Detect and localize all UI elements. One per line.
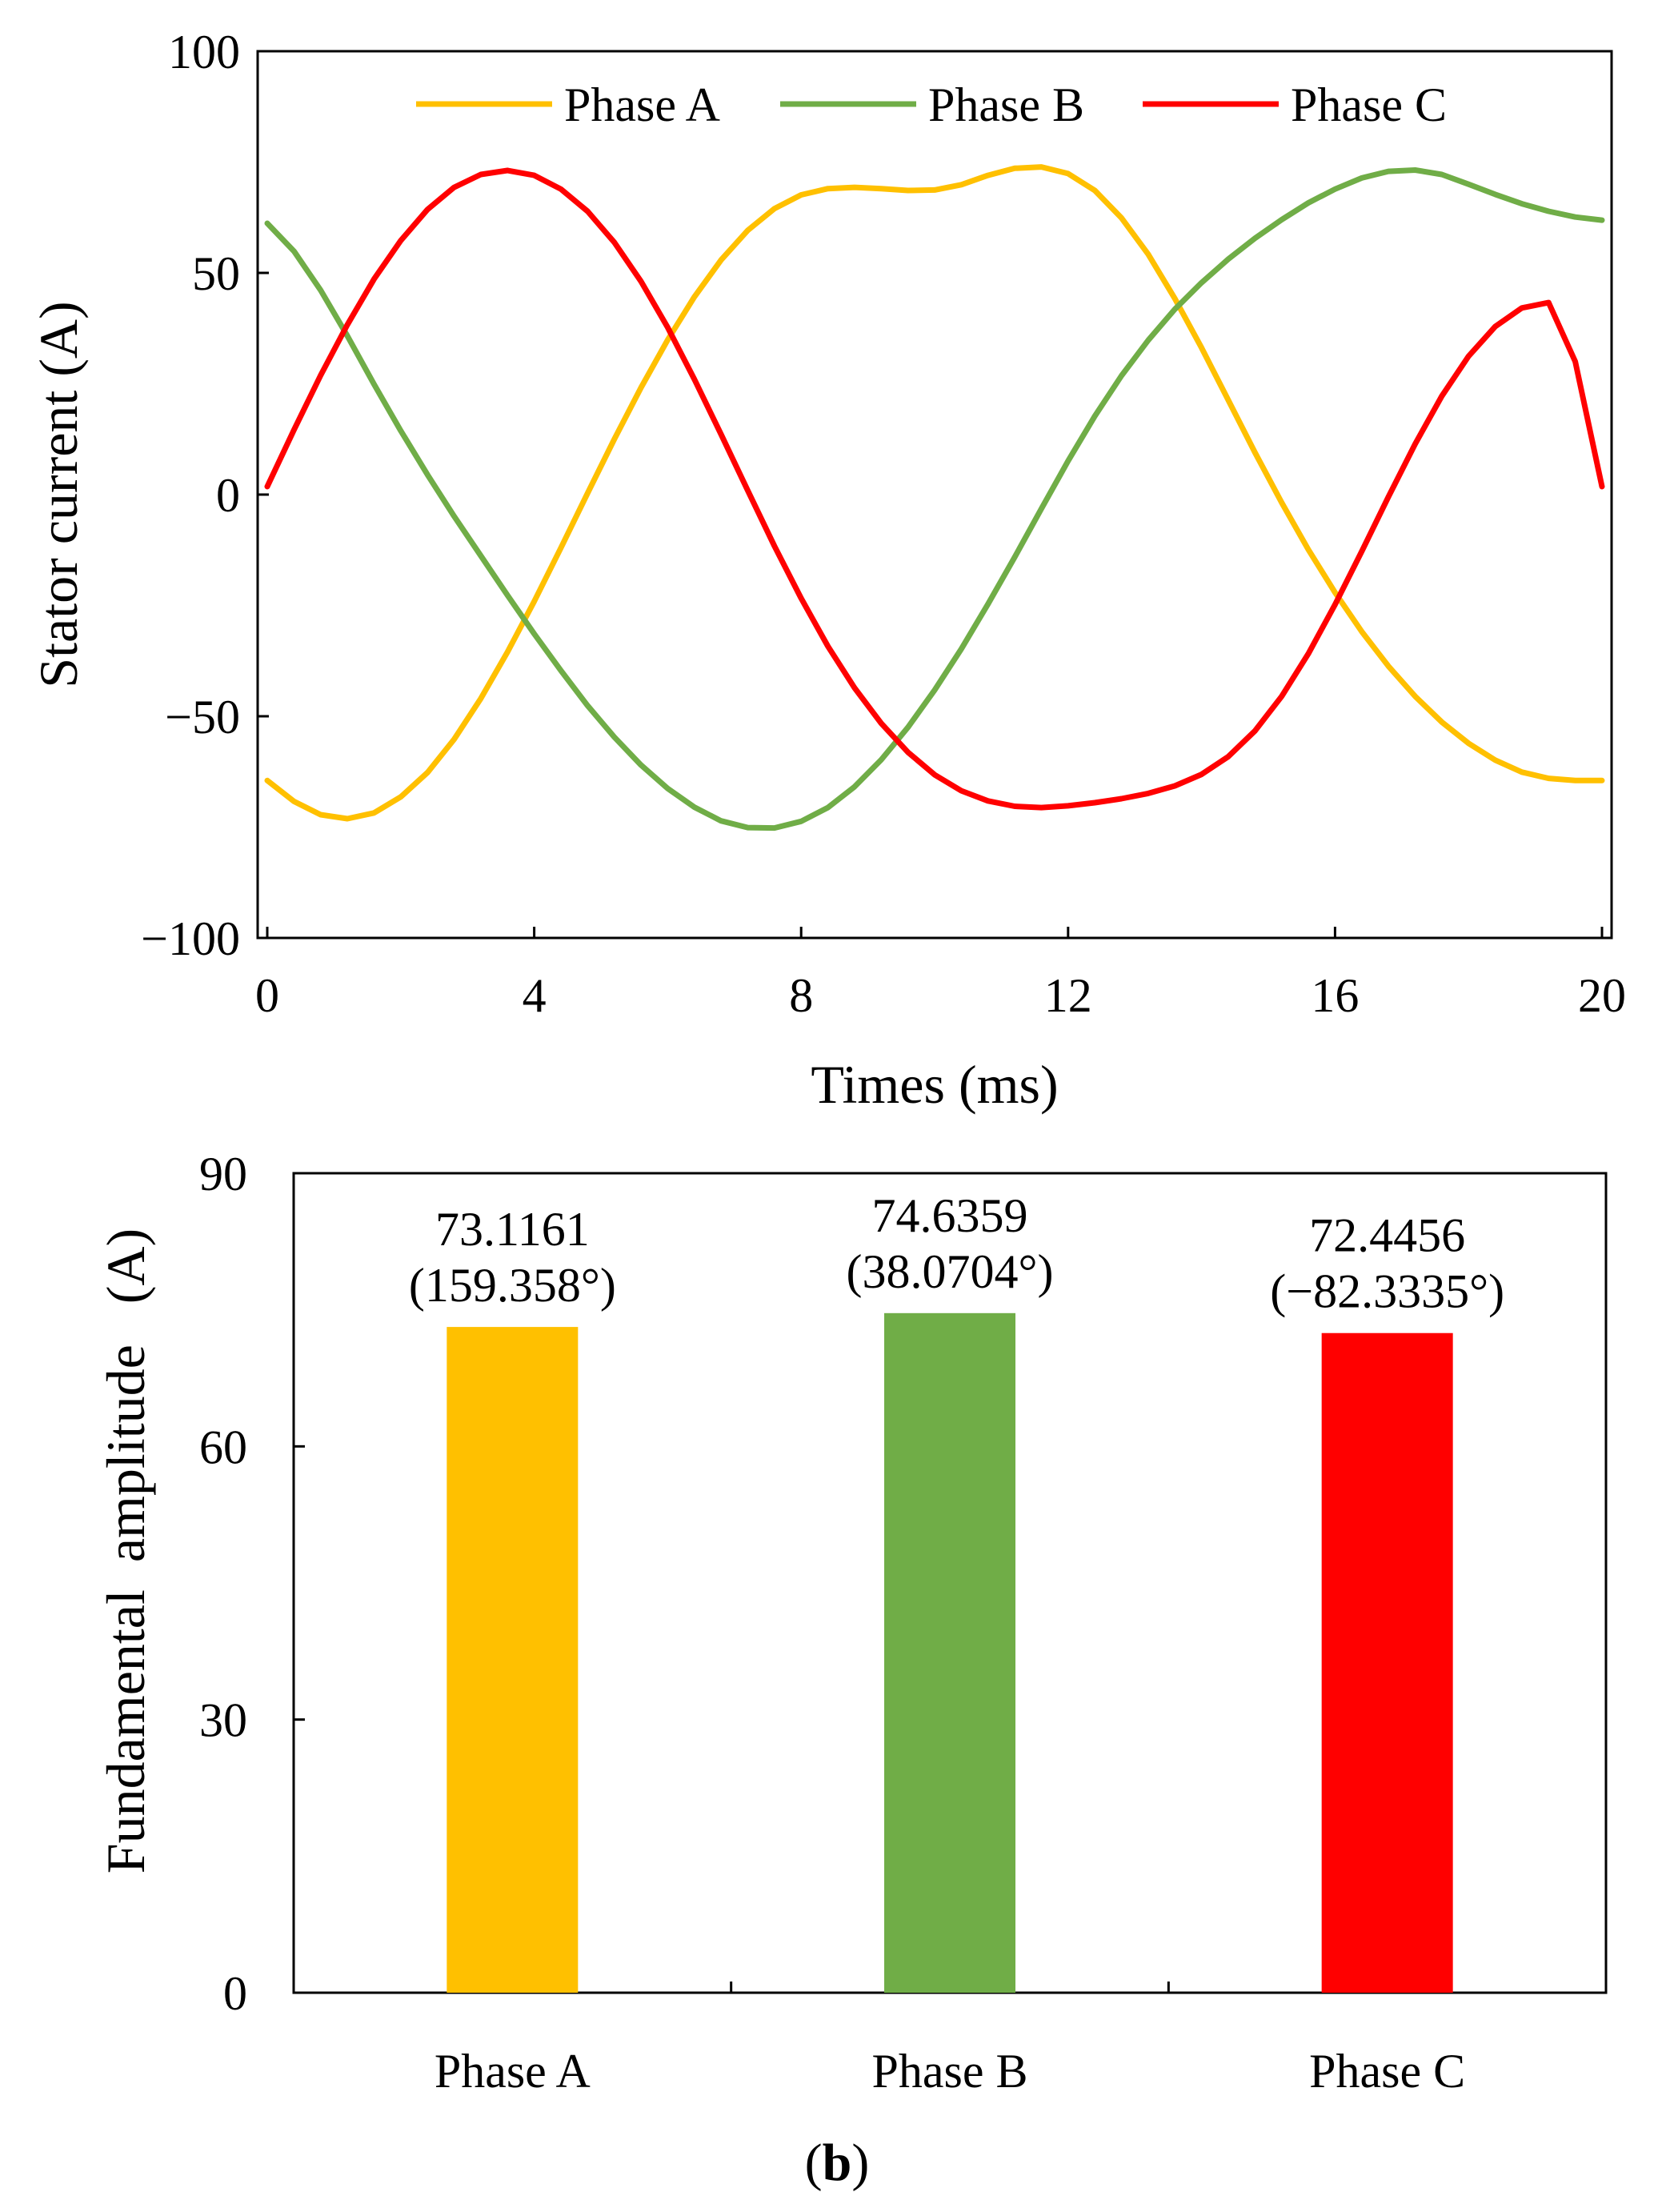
line-series-group: [264, 164, 1605, 832]
bar-y-tick-label: 60: [199, 1421, 247, 1473]
line-x-tick-label: 8: [789, 969, 813, 1022]
bar-value-label: 73.1161: [435, 1203, 590, 1256]
line-y-tick-label: 50: [192, 247, 240, 300]
line-y-tick-label: −50: [165, 691, 240, 743]
line-y-tick-label: −100: [141, 912, 240, 965]
bar-y-axis: 0 30 60 90: [199, 1148, 305, 2020]
bar-phase-a: [447, 1327, 579, 1993]
bar-y-tick-label: 0: [223, 1967, 247, 2020]
panel-label-letter: b: [823, 2134, 852, 2192]
panel-label-open: (: [805, 2134, 823, 2192]
legend-label-phase-a: Phase A: [564, 78, 720, 131]
bar-marks-group: 73.1161(159.358°) 74.6359(38.0704°) 72.445…: [409, 1189, 1504, 1993]
bar-phase-angle-label: (38.0704°): [847, 1245, 1054, 1298]
line-x-axis-title: Times (ms): [811, 1054, 1058, 1115]
bar-category-label: Phase A: [435, 2045, 591, 2098]
line-legend: Phase A Phase B Phase C: [416, 78, 1447, 131]
line-x-tick-label: 16: [1311, 969, 1359, 1022]
line-x-tick-label: 0: [255, 969, 279, 1022]
bar-category-label: Phase B: [872, 2045, 1028, 2098]
bar-phase-c: [1321, 1332, 1453, 1993]
line-x-tick-label: 4: [523, 969, 547, 1022]
legend-label-phase-b: Phase B: [928, 78, 1084, 131]
bar-phase-angle-label: (159.358°): [409, 1259, 616, 1312]
bar-x-axis: Phase A Phase B Phase C: [435, 1982, 1465, 2098]
bar-y-axis-title: Fundamental amplitude (A): [95, 1228, 156, 1873]
bar-value-label: 74.6359: [872, 1189, 1028, 1242]
bar-chart: 0 30 60 90 Phase A Phase B Phase C 73.1161(15…: [95, 1148, 1608, 2098]
line-y-axis-title: Stator current (A): [28, 301, 89, 687]
bar-category-label: Phase C: [1309, 2045, 1465, 2098]
bar-phase-angle-label: (−82.3335°): [1270, 1265, 1504, 1318]
line-x-tick-label: 12: [1044, 969, 1092, 1022]
bar-phase-b: [884, 1312, 1015, 1993]
line-y-axis: −100 −50 0 50 100: [141, 26, 269, 965]
line-series-phase-b: [264, 167, 1605, 832]
bar-y-tick-label: 90: [199, 1148, 247, 1200]
bar-value-label: 72.4456: [1309, 1209, 1465, 1262]
legend-label-phase-c: Phase C: [1291, 78, 1447, 131]
line-y-tick-label: 100: [168, 26, 240, 78]
panel-label-close: ): [851, 2134, 869, 2192]
line-x-axis: 0 4 8 12 16 20: [255, 927, 1626, 1022]
panel-label: (b): [805, 2134, 870, 2192]
bar-y-tick-label: 30: [199, 1694, 247, 1747]
line-series-phase-c: [264, 167, 1605, 811]
line-x-tick-label: 20: [1578, 969, 1626, 1022]
line-series-phase-a: [264, 164, 1605, 822]
line-y-tick-label: 0: [216, 469, 240, 522]
